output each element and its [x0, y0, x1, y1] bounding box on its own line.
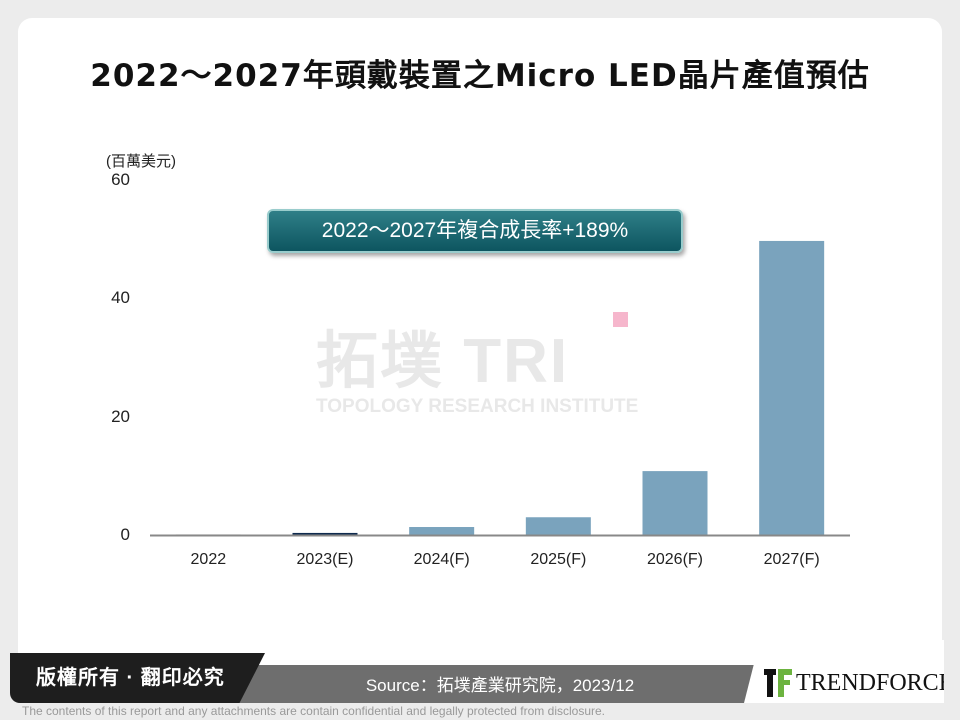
disclaimer: The contents of this report and any atta…: [22, 704, 605, 718]
x-tick-label: 2023(E): [297, 551, 354, 568]
trendforce-logo-text: TRENDFORCE: [796, 670, 954, 696]
trendforce-logo-icon: [764, 669, 792, 697]
bar-2024(F): [409, 527, 475, 535]
watermark: 拓墣 TRI TOPOLOGY RESEARCH INSTITUTE: [316, 327, 639, 417]
bar-2027(F): [759, 240, 825, 536]
trendforce-logo: TRENDFORCE: [744, 640, 944, 703]
bar-2025(F): [525, 517, 591, 535]
bar-2026(F): [642, 471, 708, 535]
y-tick: 20: [111, 407, 130, 426]
y-axis-unit: (百萬美元): [106, 153, 176, 170]
source-label: Source：拓墣產業研究院，2023/12: [365, 676, 635, 695]
chart-title: 2022～2027年頭戴裝置之Micro LED晶片產值預估: [90, 58, 870, 94]
copyright-label: 版權所有 · 翻印必究: [10, 653, 265, 703]
bar-2023(E): [292, 532, 358, 535]
x-tick-label: 2027(F): [764, 551, 820, 568]
y-tick: 60: [111, 170, 130, 189]
x-tick-label: 2026(F): [647, 551, 703, 568]
x-tick-label: 2022: [191, 551, 227, 568]
x-tick-label: 2024(F): [414, 551, 470, 568]
y-tick: 40: [111, 288, 130, 307]
x-tick-label: 2025(F): [530, 551, 586, 568]
y-tick: 0: [120, 525, 130, 544]
watermark-dot: [613, 312, 628, 327]
cagr-annotation: 2022～2027年複合成長率+189%: [267, 209, 683, 253]
